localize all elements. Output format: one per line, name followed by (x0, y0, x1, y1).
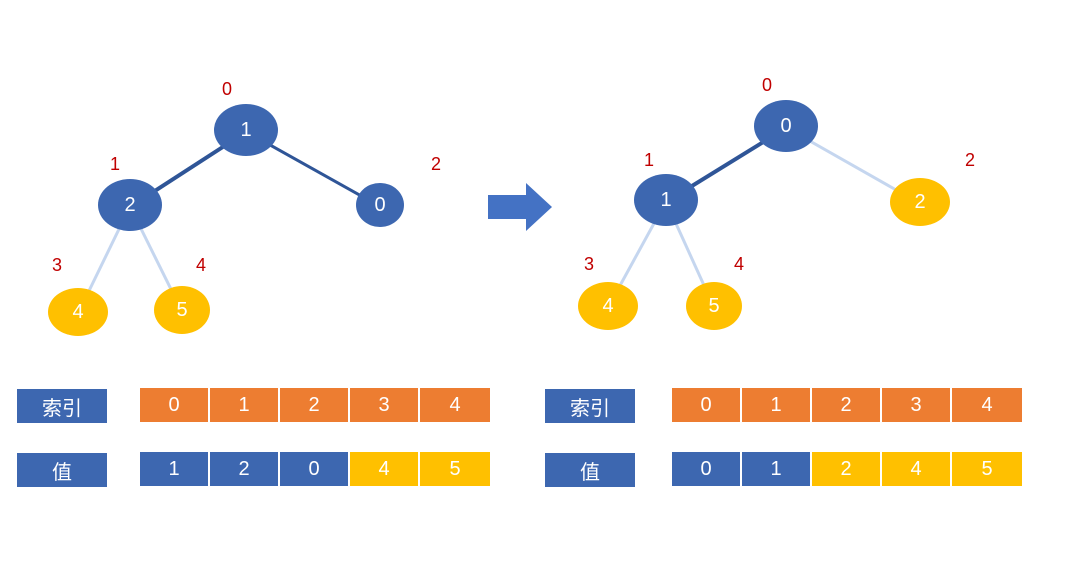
table-cell: 4 (350, 452, 420, 486)
right-index-row: 01234 (672, 388, 1022, 422)
node-label: 5 (708, 295, 719, 318)
right-tree-node-R3: 4 (578, 282, 638, 330)
right-tree-node-R1: 1 (634, 174, 698, 226)
right-tree-node-R4: 5 (686, 282, 742, 330)
left-tree-index-label: 4 (196, 255, 206, 276)
node-label: 5 (176, 299, 187, 322)
table-cell: 5 (952, 452, 1022, 486)
table-cell: 5 (420, 452, 490, 486)
transform-arrow (488, 183, 552, 231)
table-cell: 2 (280, 388, 350, 422)
left-tree-node-L3: 4 (48, 288, 108, 336)
node-label: 2 (914, 191, 925, 214)
left-index-row: 01234 (140, 388, 490, 422)
left-tree-index-label: 3 (52, 255, 62, 276)
left-tree-node-L1: 2 (98, 179, 162, 231)
left-tree-index-label: 2 (431, 154, 441, 175)
table-cell: 2 (812, 452, 882, 486)
left-tree-index-label: 0 (222, 79, 232, 100)
table-cell: 4 (952, 388, 1022, 422)
node-label: 1 (660, 189, 671, 212)
diagram-root: 10210243540011224354索引值0123412045索引值0123… (0, 0, 1080, 578)
left-tree-index-label: 1 (110, 154, 120, 175)
node-label: 0 (374, 194, 385, 217)
left-tree-node-L4: 5 (154, 286, 210, 334)
right-tree-node-R0: 0 (754, 100, 818, 152)
node-label: 4 (602, 295, 613, 318)
table-cell: 4 (420, 388, 490, 422)
right-tree-node-R2: 2 (890, 178, 950, 226)
table-cell: 4 (882, 452, 952, 486)
table-cell: 3 (350, 388, 420, 422)
node-label: 0 (780, 115, 791, 138)
table-cell: 1 (742, 452, 812, 486)
node-label: 4 (72, 301, 83, 324)
table-cell: 2 (210, 452, 280, 486)
table-cell: 0 (672, 452, 742, 486)
left-tree-node-L2: 0 (356, 183, 404, 227)
table-cell: 0 (140, 388, 210, 422)
table-cell: 2 (812, 388, 882, 422)
right-tree-index-label: 0 (762, 75, 772, 96)
node-label: 2 (124, 194, 135, 217)
node-label: 1 (240, 119, 251, 142)
table-cell: 0 (672, 388, 742, 422)
right-value-row: 01245 (672, 452, 1022, 486)
table-cell: 1 (210, 388, 280, 422)
right-tree-index-label: 1 (644, 150, 654, 171)
right-tree-index-label: 3 (584, 254, 594, 275)
left-value-row: 12045 (140, 452, 490, 486)
table-cell: 3 (882, 388, 952, 422)
left-index-header: 索引 (16, 388, 108, 424)
left-tree-node-L0: 1 (214, 104, 278, 156)
left-value-header: 值 (16, 452, 108, 488)
table-cell: 0 (280, 452, 350, 486)
right-value-header: 值 (544, 452, 636, 488)
right-tree-index-label: 2 (965, 150, 975, 171)
table-cell: 1 (140, 452, 210, 486)
right-index-header: 索引 (544, 388, 636, 424)
right-tree-index-label: 4 (734, 254, 744, 275)
table-cell: 1 (742, 388, 812, 422)
